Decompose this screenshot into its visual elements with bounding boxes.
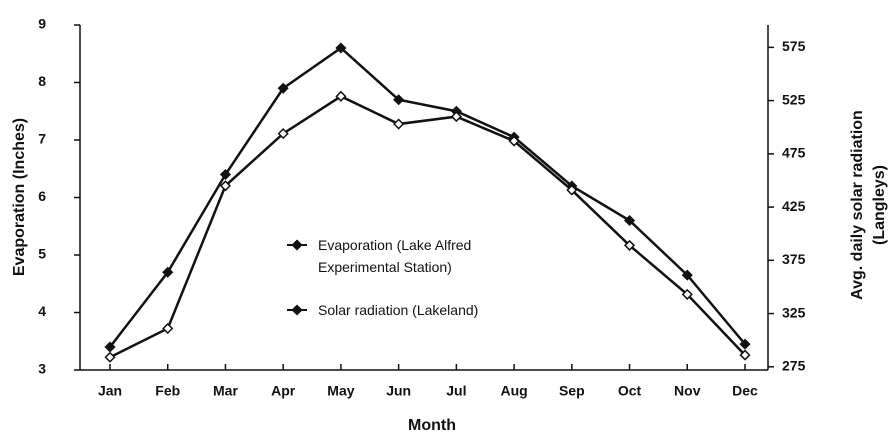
y-axis-title: Evaporation (Inches) — [11, 118, 28, 276]
data-point — [623, 239, 636, 251]
data-point — [739, 349, 751, 361]
data-point — [162, 266, 174, 278]
legend-marker — [291, 304, 303, 316]
y2-tick-label: 425 — [782, 198, 806, 214]
y2-tick-label: 475 — [782, 145, 806, 161]
y2-tick-label: 375 — [782, 251, 806, 267]
x-tick-label: Feb — [155, 383, 180, 399]
data-point — [335, 42, 347, 54]
legend-entry: Evaporation (Lake Alfred Experimental St… — [318, 237, 472, 275]
series-line — [109, 46, 746, 348]
y-tick-label: 7 — [38, 131, 46, 147]
y-tick-label: 4 — [38, 303, 46, 319]
x-tick-label: Mar — [213, 383, 238, 399]
legend-marker — [291, 239, 303, 251]
data-point — [162, 322, 174, 335]
data-point — [104, 351, 116, 363]
data-point — [104, 341, 116, 353]
y-tick-label: 8 — [38, 73, 46, 89]
y2-axis-title: (Langleys) — [871, 165, 888, 245]
x-tick-label: Aug — [500, 383, 527, 399]
x-axis-title: Month — [408, 417, 456, 434]
y-tick-label: 6 — [38, 188, 46, 204]
data-point — [219, 168, 232, 181]
data-point — [681, 269, 693, 281]
y2-tick-label: 575 — [782, 38, 806, 54]
x-tick-label: Jun — [386, 383, 411, 399]
data-point — [623, 214, 636, 227]
y2-tick-label: 325 — [782, 304, 806, 320]
y2-tick-label: 525 — [782, 91, 806, 107]
data-point — [393, 94, 405, 106]
y-tick-label: 5 — [38, 246, 46, 262]
y2-tick-label: 275 — [782, 358, 806, 374]
data-point — [219, 180, 232, 192]
y-tick-label: 9 — [38, 16, 46, 32]
x-tick-label: Jul — [446, 383, 466, 399]
legend-entry: Solar radiation (Lakeland) — [318, 302, 479, 318]
data-point — [681, 288, 693, 300]
x-tick-label: Apr — [271, 383, 296, 399]
series-line — [109, 94, 746, 359]
data-point — [277, 82, 289, 94]
x-tick-label: Sep — [559, 383, 585, 399]
y-tick-label: 3 — [38, 361, 46, 377]
y2-axis-title: Avg. daily solar radiation — [849, 110, 866, 300]
x-tick-label: Oct — [618, 383, 642, 399]
x-tick-label: Nov — [674, 383, 701, 399]
data-point — [450, 111, 462, 123]
data-point — [393, 118, 405, 130]
data-point — [566, 184, 578, 196]
data-point — [508, 135, 520, 147]
data-point — [739, 338, 751, 350]
x-tick-label: May — [327, 383, 354, 399]
x-tick-label: Jan — [98, 383, 122, 399]
data-point — [277, 128, 289, 140]
data-point — [335, 90, 347, 102]
x-tick-label: Dec — [732, 383, 758, 399]
